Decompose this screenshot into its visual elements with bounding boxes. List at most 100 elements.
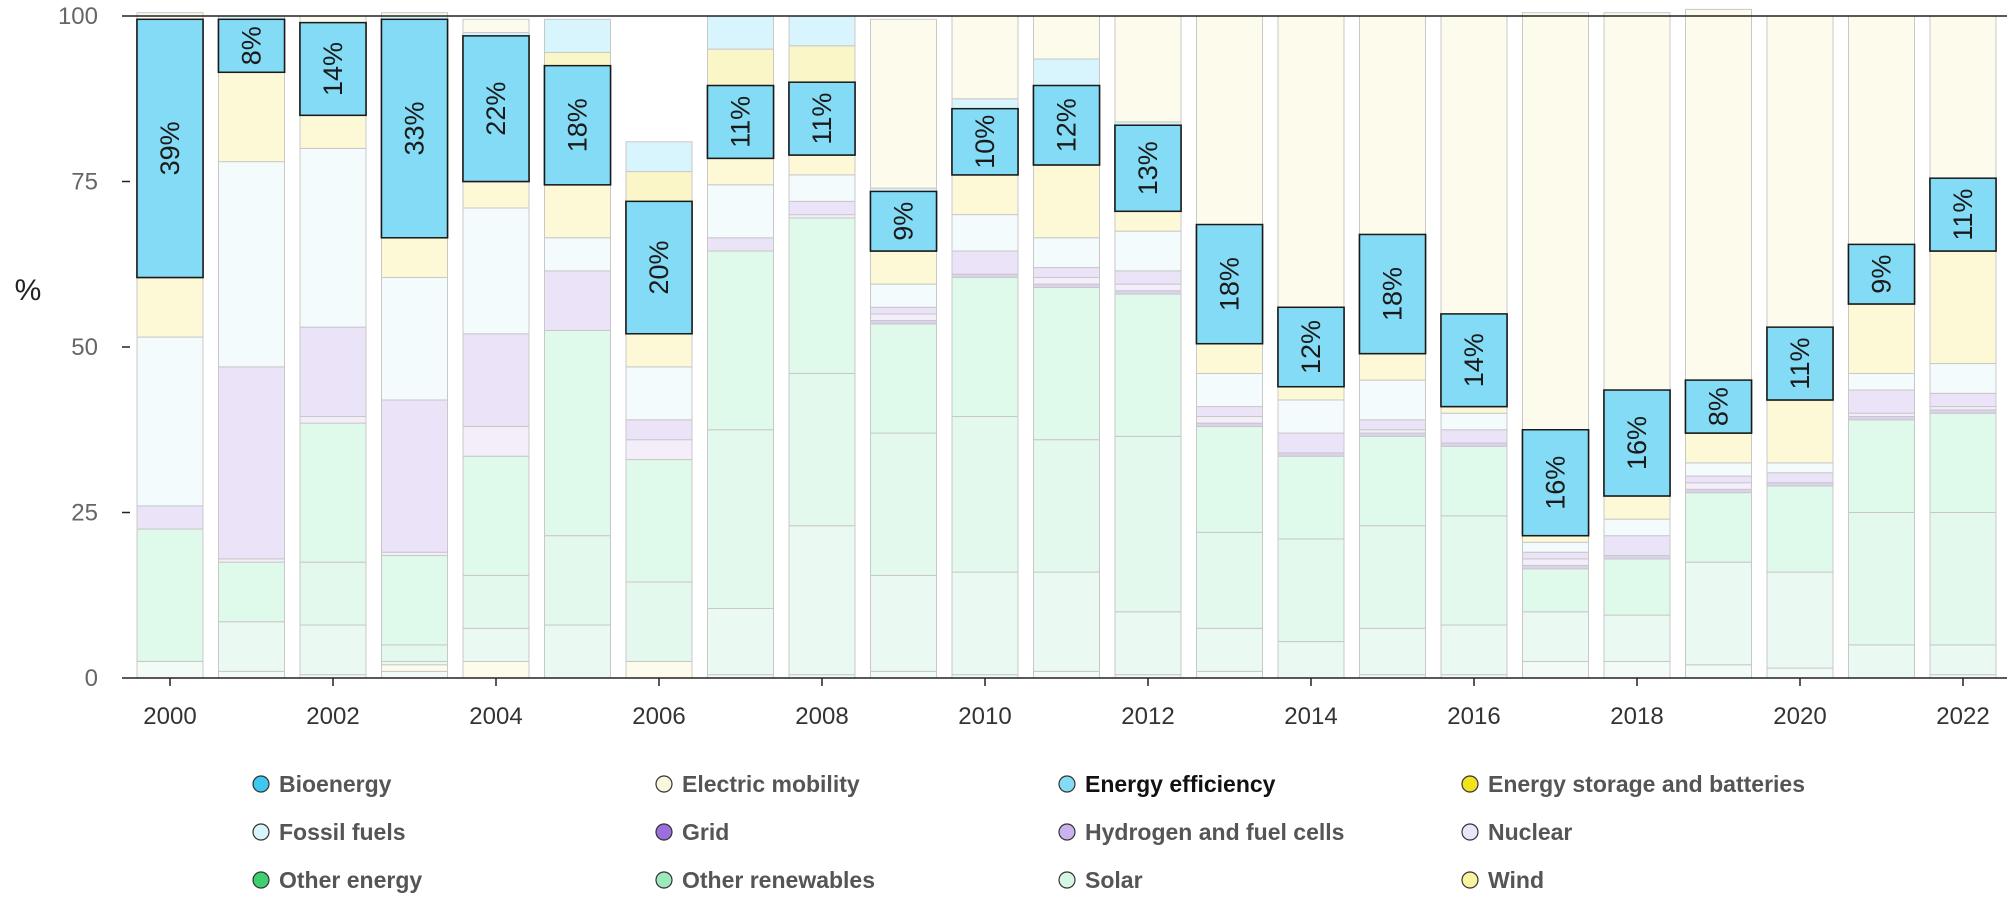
highlight-segment-energy-efficiency: [1521, 429, 1590, 537]
bar-stack-2004: [462, 18, 530, 679]
bar-segment-electric-mobility-top-remainder-: [299, 15, 367, 24]
bar-stack-2020: [1766, 15, 1834, 679]
bar-segment-electric-mobility-top-remainder-: [1277, 15, 1345, 308]
bar-segment-fossil-fuels: [462, 207, 530, 335]
bar-segment-wind: [870, 250, 937, 285]
data-label: 11%: [1948, 189, 1978, 241]
legend-label: Nuclear: [1488, 819, 1572, 845]
legend-label: Bioenergy: [279, 771, 392, 797]
bar-stack-2003: [380, 12, 449, 679]
legend-item-hydrogen-and-fuel-cells[interactable]: Hydrogen and fuel cells: [1058, 819, 1344, 845]
bar-segment-electric-mobility: [625, 660, 693, 679]
bar-segment-wind: [1114, 210, 1182, 232]
bar-segment-electric-mobility: [462, 660, 530, 679]
x-tick-label: 2020: [1773, 703, 1826, 730]
legend-item-solar[interactable]: Solar: [1058, 867, 1143, 893]
data-label: 18%: [1215, 257, 1245, 311]
bar-segment-wind: [1440, 406, 1508, 414]
legend-item-nuclear[interactable]: Nuclear: [1461, 819, 1572, 845]
bar-segment-other-energy: [870, 323, 937, 434]
bar-segment-hydrogen-and-fuel-cells: [136, 505, 204, 530]
bar-segment-hydrogen-and-fuel-cells: [707, 237, 774, 252]
legend-item-other-renewables[interactable]: Other renewables: [655, 867, 875, 893]
y-tick-label: 50: [71, 334, 98, 361]
bar-segment-other-renewables: [1440, 515, 1508, 626]
bar-segment-hydrogen-and-fuel-cells: [951, 250, 1019, 275]
bar-segment-bioenergy: [218, 670, 285, 679]
bar-segment-electric-mobility-top-remainder-: [1359, 15, 1426, 235]
legend-item-energy-storage-and-batteries[interactable]: Energy storage and batteries: [1461, 771, 1805, 797]
bar-segment-wind: [1196, 343, 1263, 374]
legend-label: Fossil fuels: [279, 819, 406, 845]
legend-item-other-energy[interactable]: Other energy: [252, 867, 422, 893]
legend-item-grid[interactable]: Grid: [655, 819, 729, 845]
x-tick-label: 2016: [1447, 703, 1500, 730]
bar-segment-other-energy: [1685, 492, 1752, 563]
bar-segment-nuclear: [625, 439, 693, 461]
bar-segment-hydrogen-and-fuel-cells: [1603, 535, 1671, 557]
legend-item-wind[interactable]: Wind: [1461, 867, 1544, 893]
bar-segment-electric-mobility-top-remainder-: [462, 18, 530, 34]
bar-segment-other-renewables: [299, 561, 367, 626]
legend-item-energy-efficiency[interactable]: Energy efficiency: [1058, 771, 1276, 797]
legend-label: Energy storage and batteries: [1488, 771, 1805, 797]
bar-segment-fossil-fuels: [218, 161, 285, 368]
legend-label: Grid: [682, 819, 729, 845]
highlight-segment-energy-efficiency: [1847, 243, 1916, 305]
bar-segment-electric-mobility-top-remainder-: [1685, 8, 1752, 381]
highlight-segment-energy-efficiency: [543, 64, 612, 186]
bar-segment-electric-mobility: [381, 664, 448, 672]
data-label: 18%: [563, 98, 593, 152]
bar-segment-solar: [707, 607, 774, 676]
bar-segment-hydrogen-and-fuel-cells: [788, 200, 856, 216]
bar-segment-wind: [136, 276, 204, 338]
bar-segment-fossil-fuels: [1848, 372, 1915, 391]
bar-segment-electric-mobility-top-remainder-: [1196, 15, 1263, 226]
bar-stack-2016: [1440, 15, 1508, 679]
bar-segment-wind: [462, 181, 530, 209]
bar-segment-other-energy: [707, 250, 774, 431]
x-tick-label: 2004: [469, 703, 522, 730]
data-label: 16%: [1541, 456, 1571, 510]
legend-label: Wind: [1488, 867, 1544, 893]
legend-marker: [1058, 775, 1076, 793]
bar-segment-bioenergy: [1522, 660, 1589, 679]
legend-marker: [655, 823, 673, 841]
x-tick-label: 2018: [1610, 703, 1663, 730]
bar-segment-electric-mobility-top-remainder-: [1114, 15, 1182, 123]
y-tick-label: 100: [58, 3, 98, 30]
bar-segment-wind: [788, 154, 856, 176]
bar-segment-other-renewables: [1033, 439, 1100, 573]
x-tick-label: 2012: [1121, 703, 1174, 730]
bar-segment-other-renewables: [707, 429, 774, 609]
bar-stack-2007: [706, 15, 775, 679]
x-tick-label: 2006: [632, 703, 685, 730]
data-label: 14%: [318, 42, 348, 96]
data-label: 9%: [1867, 255, 1897, 294]
bar-stack-2018: [1603, 12, 1671, 679]
bar-segment-other-energy: [1114, 293, 1182, 437]
x-tick-label: 2014: [1284, 703, 1337, 730]
bar-segment-bioenergy: [1033, 670, 1100, 679]
legend-item-fossil-fuels[interactable]: Fossil fuels: [252, 819, 406, 845]
bar-segment-nuclear: [1685, 482, 1752, 490]
legend-item-electric-mobility[interactable]: Electric mobility: [655, 771, 860, 797]
bar-segment-wind: [1522, 535, 1589, 543]
bar-segment-hydrogen-and-fuel-cells: [1114, 270, 1182, 285]
data-label: 11%: [807, 93, 837, 145]
bar-segment-other-energy: [1766, 485, 1834, 573]
bar-segment-solar: [1277, 641, 1345, 679]
bar-segment-other-energy: [381, 555, 448, 646]
bar-segment-fossil-fuels: [870, 283, 937, 308]
legend-item-bioenergy[interactable]: Bioenergy: [252, 771, 392, 797]
bar-segment-fossil-fuels: [1033, 237, 1100, 269]
legend-marker: [1461, 871, 1479, 889]
legend-marker: [655, 871, 673, 889]
bar-segment-fossil-fuels: [1929, 363, 1997, 394]
bar-segment-energy-storage-and-batteries: [788, 45, 856, 83]
y-axis-label: %: [15, 274, 42, 307]
bar-segment-wind: [1359, 353, 1426, 381]
bar-segment-fossil-fuels: [625, 366, 693, 421]
bar-segment-hydrogen-and-fuel-cells: [1359, 419, 1426, 431]
